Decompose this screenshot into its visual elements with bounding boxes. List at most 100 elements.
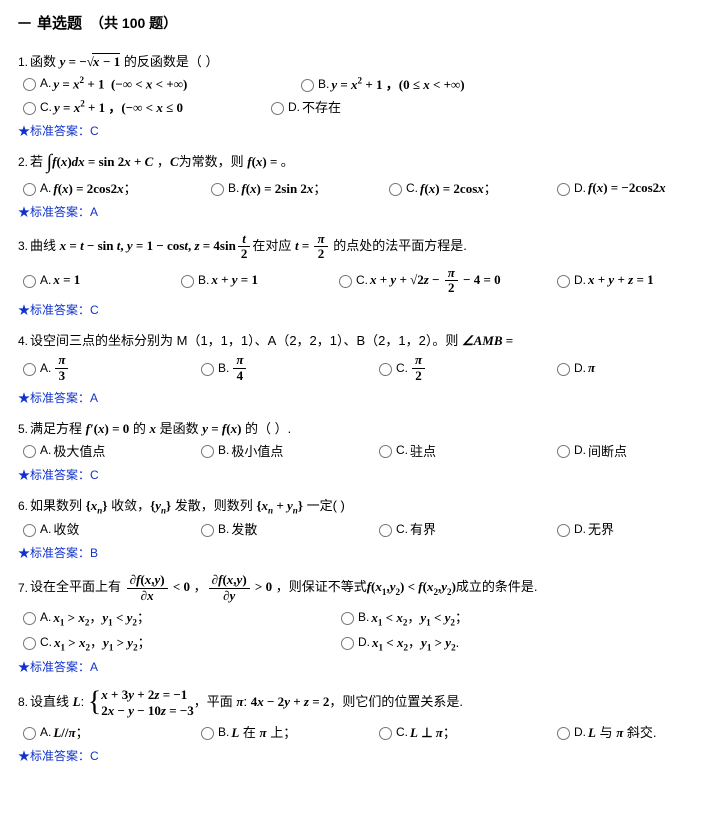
option-radio[interactable] (557, 363, 570, 376)
option-radio[interactable] (271, 102, 284, 115)
option[interactable]: B.f(x) = 2sin 2x； (206, 178, 366, 197)
option[interactable]: B.极小值点 (196, 441, 356, 460)
question-number: 8. (18, 695, 28, 709)
option-body: x + y + √2z − π2 − 4 = 0 (370, 266, 501, 296)
option-body: π (588, 360, 595, 376)
option-radio[interactable] (557, 275, 570, 288)
option-radio[interactable] (23, 78, 36, 91)
option-radio[interactable] (557, 524, 570, 537)
options-row: A.f(x) = 2cos2x； B.f(x) = 2sin 2x； C.f(x) … (18, 178, 700, 201)
option-letter: A. (40, 273, 51, 287)
option-radio[interactable] (201, 524, 214, 537)
option-radio[interactable] (211, 183, 224, 196)
option-radio[interactable] (339, 275, 352, 288)
option-radio[interactable] (201, 363, 214, 376)
option-body: x1 < x2，y1 < y2； (371, 607, 468, 628)
options-row: A.x = 1 B.x + y = 1 C.x + y + √2z − π2 − 4… (18, 266, 700, 300)
option[interactable]: C.x1 > x2，y1 > y2； (18, 632, 318, 653)
option-radio[interactable] (557, 183, 570, 196)
option[interactable]: C.x + y + √2z − π2 − 4 = 0 (334, 266, 534, 296)
option-body: x = 1 (53, 272, 80, 288)
option-radio[interactable] (301, 79, 314, 92)
question: 4.设空间三点的坐标分别为 M（1，1，1）、A（2，2，1）、B（2，1，2）… (18, 330, 700, 406)
option-letter: B. (198, 273, 209, 287)
option-letter: D. (574, 273, 586, 287)
option-body: f(x) = 2sin 2x； (241, 178, 326, 197)
option[interactable]: A.f(x) = 2cos2x； (18, 178, 188, 197)
option-radio[interactable] (23, 102, 36, 115)
question-stem: 3.曲线 x = t − sin t, y = 1 − cost, z = 4s… (18, 232, 700, 262)
option[interactable]: B.L 在 π 上； (196, 722, 356, 741)
option-radio[interactable] (341, 637, 354, 650)
option[interactable]: A.x1 > x2，y1 < y2； (18, 607, 318, 628)
option[interactable]: A.x = 1 (18, 272, 158, 288)
option-letter: D. (574, 361, 586, 375)
standard-answer: ★标准答案：C (18, 747, 700, 764)
option-body: 收敛 (53, 519, 79, 538)
option-letter: D. (574, 725, 586, 739)
option-radio[interactable] (557, 727, 570, 740)
question-stem: 5.满足方程 f′(x) = 0 的 x 是函数 y = f(x) 的（ ）. (18, 418, 700, 437)
option-body: L//π； (53, 722, 88, 741)
option[interactable]: D.不存在 (266, 97, 341, 116)
option-letter: A. (40, 725, 51, 739)
option[interactable]: B.y = x2 + 1 ，(0 ≤ x < +∞) (296, 74, 465, 93)
option[interactable]: A.极大值点 (18, 441, 178, 460)
option-radio[interactable] (379, 363, 392, 376)
question-number: 3. (18, 239, 28, 253)
option-radio[interactable] (23, 445, 36, 458)
option[interactable]: B.x + y = 1 (176, 272, 316, 288)
option[interactable]: C.L ⊥ π； (374, 722, 534, 741)
option-radio[interactable] (341, 612, 354, 625)
option-letter: B. (218, 725, 229, 739)
option[interactable]: C.y = x2 + 1 ，(−∞ < x ≤ 0 (18, 97, 248, 116)
option-letter: C. (396, 443, 408, 457)
option-radio[interactable] (201, 445, 214, 458)
option-radio[interactable] (557, 445, 570, 458)
option-letter: C. (396, 725, 408, 739)
option[interactable]: C.π2 (374, 353, 534, 383)
question-number: 7. (18, 581, 28, 595)
option-radio[interactable] (23, 612, 36, 625)
option-radio[interactable] (23, 524, 36, 537)
option-body: L ⊥ π； (410, 722, 456, 741)
option[interactable]: B.发散 (196, 519, 356, 538)
option[interactable]: D.f(x) = −2cos2x (552, 180, 666, 196)
option-letter: C. (396, 361, 408, 375)
option-letter: B. (218, 443, 229, 457)
question-list: 1.函数 y = −√x − 1 的反函数是（ ）A.y = x2 + 1 (−… (18, 51, 700, 764)
option[interactable]: D.L 与 π 斜交. (552, 722, 657, 741)
option[interactable]: A.π3 (18, 353, 178, 383)
question: 8.设直线 L: {x + 3y + 2z = −12x − y − 10z =… (18, 687, 700, 764)
option[interactable]: B.π4 (196, 353, 356, 383)
option[interactable]: D.π (552, 360, 595, 376)
option-radio[interactable] (23, 363, 36, 376)
option-radio[interactable] (389, 183, 402, 196)
option-radio[interactable] (23, 275, 36, 288)
option[interactable]: D.无界 (552, 519, 614, 538)
question-stem: 7.设在全平面上有 ∂f(x,y)∂x < 0 ，∂f(x,y)∂y > 0 ，… (18, 573, 700, 603)
option-radio[interactable] (201, 727, 214, 740)
option[interactable]: A.y = x2 + 1 (−∞ < x < +∞) (18, 75, 278, 92)
option-body: f(x) = 2cosx； (420, 178, 497, 197)
option-radio[interactable] (23, 637, 36, 650)
option[interactable]: C.有界 (374, 519, 534, 538)
option-radio[interactable] (23, 183, 36, 196)
option-radio[interactable] (181, 275, 194, 288)
option[interactable]: D.间断点 (552, 441, 627, 460)
option-radio[interactable] (379, 524, 392, 537)
option[interactable]: A.L//π； (18, 722, 178, 741)
option-radio[interactable] (23, 727, 36, 740)
option[interactable]: D.x + y + z = 1 (552, 272, 654, 288)
option[interactable]: C.驻点 (374, 441, 534, 460)
option[interactable]: C.f(x) = 2cosx； (384, 178, 534, 197)
option-radio[interactable] (379, 445, 392, 458)
option-radio[interactable] (379, 727, 392, 740)
question-number: 4. (18, 334, 28, 348)
option[interactable]: A.收敛 (18, 519, 178, 538)
option-body: f(x) = 2cos2x； (53, 178, 136, 197)
option[interactable]: D.x1 < x2，y1 > y2. (336, 632, 459, 653)
question-number: 1. (18, 55, 28, 69)
option[interactable]: B.x1 < x2，y1 < y2； (336, 607, 468, 628)
option-letter: D. (574, 181, 586, 195)
